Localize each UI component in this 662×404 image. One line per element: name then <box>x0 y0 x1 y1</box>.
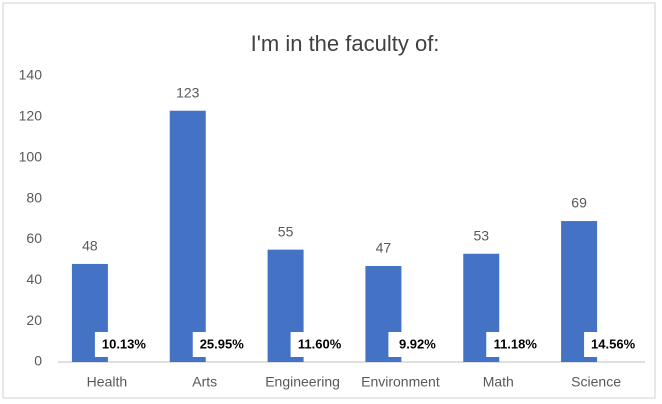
annotation: 10.13% <box>102 336 147 351</box>
chart-title: I'm in the faculty of: <box>251 31 440 56</box>
y-tick-label: 20 <box>26 312 42 328</box>
value-label: 123 <box>176 84 200 100</box>
annotation-box <box>192 332 251 357</box>
bar <box>169 110 206 362</box>
y-tick-label: 120 <box>19 108 43 124</box>
annotation: 11.60% <box>298 336 342 351</box>
y-tick-label: 80 <box>26 189 42 205</box>
value-label: 55 <box>278 223 294 239</box>
y-tick-label: 40 <box>26 271 42 287</box>
value-label: 53 <box>473 227 489 243</box>
value-label: 69 <box>571 195 587 211</box>
annotation-box <box>388 332 447 357</box>
y-tick-label: 100 <box>19 148 43 164</box>
x-tick-label: Environment <box>361 374 440 390</box>
annotation: 11.18% <box>494 336 538 351</box>
annotation-box <box>290 332 349 357</box>
x-tick-label: Engineering <box>265 374 340 390</box>
annotation: 14.56% <box>591 336 636 351</box>
x-tick-label: Health <box>87 374 127 390</box>
x-tick-label: Arts <box>192 374 217 390</box>
y-tick-label: 60 <box>26 230 42 246</box>
annotation: 25.95% <box>200 336 245 351</box>
annotation: 9.92% <box>399 336 436 351</box>
annotation-box <box>584 332 643 357</box>
x-tick-label: Science <box>571 374 621 390</box>
value-label: 47 <box>376 240 392 256</box>
y-tick-label: 140 <box>19 67 43 83</box>
annotation-box <box>94 332 153 357</box>
y-tick-label: 0 <box>34 353 42 369</box>
annotation-box <box>486 332 545 357</box>
value-label: 48 <box>82 238 98 254</box>
x-tick-label: Math <box>483 374 514 390</box>
